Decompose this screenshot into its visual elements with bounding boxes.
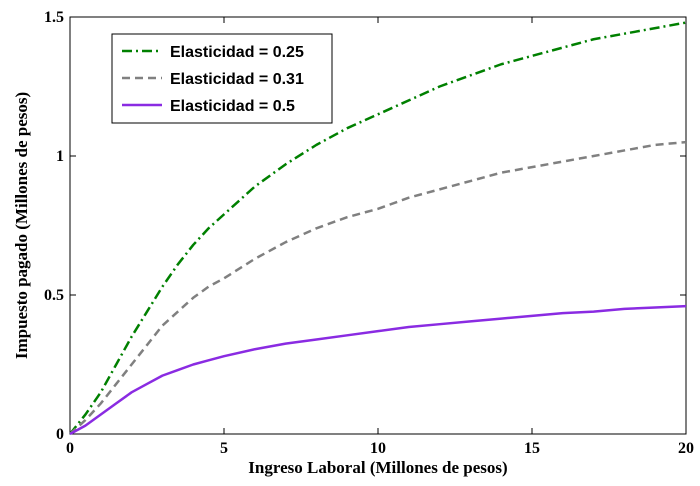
x-tick-label: 5 — [220, 440, 228, 457]
x-axis-label: Ingreso Laboral (Millones de pesos) — [248, 458, 507, 477]
y-tick-label: 1 — [56, 148, 64, 165]
legend-label-2: Elasticidad = 0.5 — [170, 98, 295, 115]
series-line-0 — [69, 21, 687, 435]
x-tick-label: 15 — [524, 440, 540, 457]
legend-label-1: Elasticidad = 0.31 — [170, 71, 304, 88]
y-tick-label: 0 — [56, 426, 64, 443]
y-axis-label: Impuesto pagado (Millones de pesos) — [12, 92, 31, 359]
y-tick-label: 0.5 — [44, 287, 64, 304]
legend-label-0: Elasticidad = 0.25 — [170, 44, 304, 61]
series-line-2 — [69, 304, 687, 436]
x-tick-label: 10 — [370, 440, 386, 457]
x-tick-label: 0 — [66, 440, 74, 457]
y-tick-label: 1.5 — [44, 9, 64, 26]
x-tick-label: 20 — [678, 440, 694, 457]
series-line-1 — [69, 140, 687, 435]
